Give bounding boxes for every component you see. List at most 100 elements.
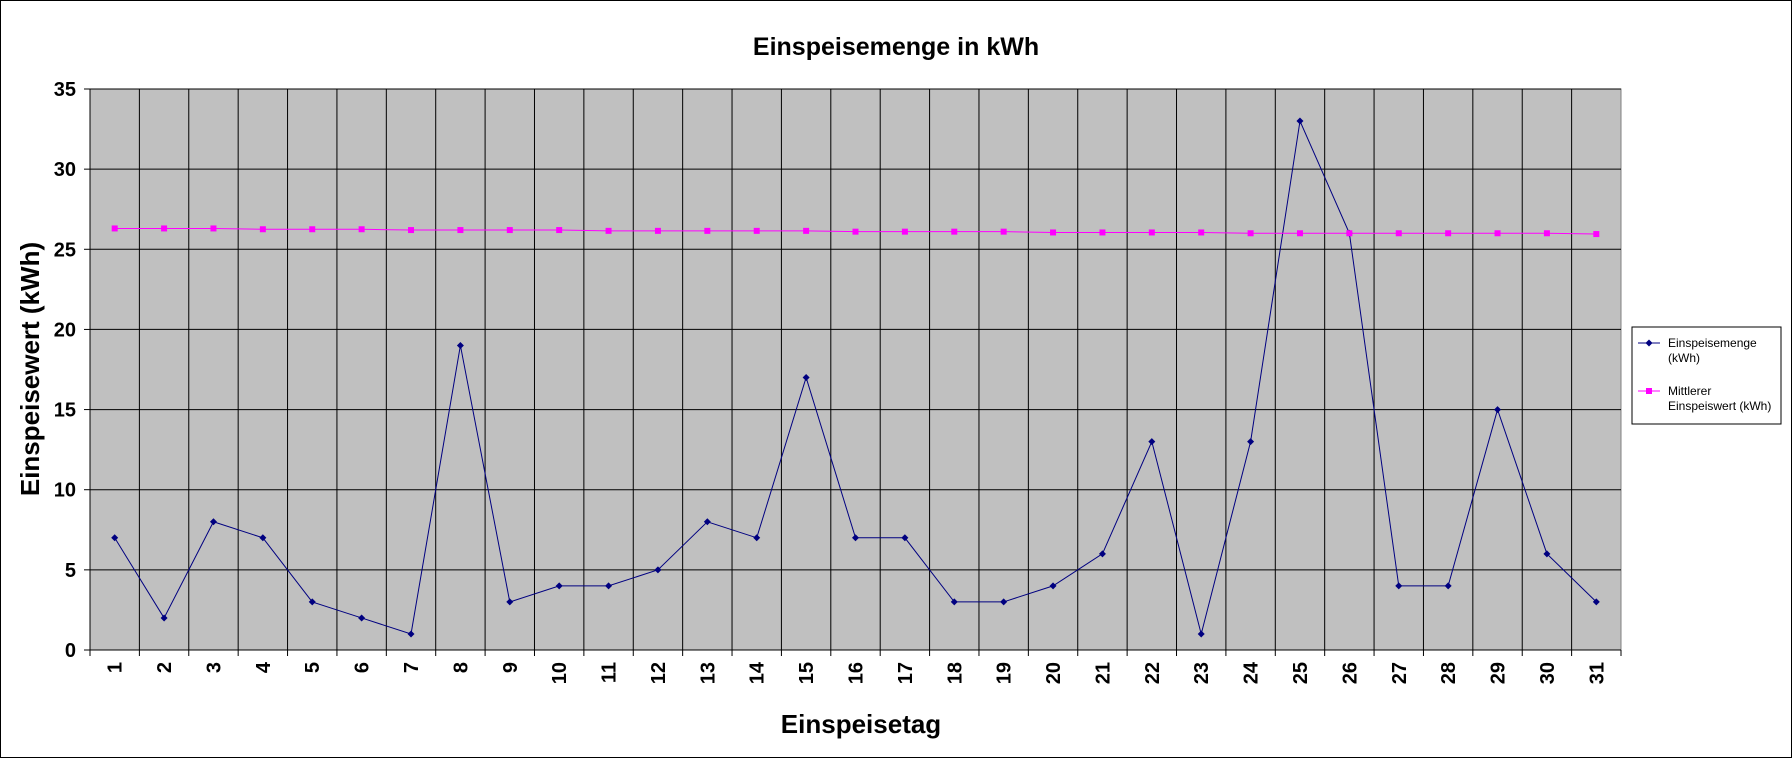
data-point-series-2: [654, 227, 661, 234]
data-point-series-1: [1296, 117, 1304, 125]
y-tick-label: 15: [54, 400, 76, 422]
x-tick-label: 16: [846, 662, 868, 684]
data-point-series-1: [407, 630, 415, 638]
x-tick-label: 8: [450, 662, 472, 673]
data-point-series-1: [209, 518, 217, 526]
data-point-series-1: [654, 566, 662, 574]
y-tick-label: 5: [65, 560, 76, 582]
data-point-series-1: [605, 582, 613, 590]
data-point-series-1: [852, 534, 859, 542]
x-tick-label: 19: [994, 662, 1016, 684]
x-axis-title: Einspeisetag: [781, 709, 941, 739]
data-point-series-2: [1445, 230, 1452, 237]
y-tick-label: 25: [54, 239, 76, 261]
data-point-series-1: [308, 598, 316, 606]
chart-title: Einspeisemenge in kWh: [753, 33, 1039, 61]
x-tick-label: 2: [154, 662, 176, 673]
data-point-series-2: [1050, 229, 1057, 236]
x-tick-label: 3: [203, 662, 225, 673]
x-tick-label: 6: [352, 662, 374, 673]
x-tick-label: 27: [1389, 662, 1411, 684]
legend-marker-1: [1645, 339, 1653, 347]
data-point-series-1: [506, 598, 514, 606]
x-tick-label: 9: [500, 662, 522, 673]
data-point-series-1: [1543, 550, 1551, 558]
data-point-series-2: [951, 228, 958, 235]
x-tick-label: 30: [1537, 662, 1559, 684]
x-tick-label: 4: [253, 661, 275, 673]
x-tick-label: 28: [1438, 662, 1460, 684]
x-tick-label: 15: [796, 662, 818, 684]
x-tick-label: 1: [105, 662, 127, 673]
data-point-series-2: [1099, 229, 1106, 236]
data-point-series-2: [259, 226, 266, 233]
data-point-series-2: [1395, 230, 1402, 237]
plot-area: [89, 88, 1622, 651]
data-point-series-1: [1592, 598, 1600, 606]
data-point-series-2: [1346, 230, 1353, 237]
data-point-series-2: [1543, 230, 1550, 237]
x-tick-label: 21: [1092, 662, 1114, 684]
x-tick-label: 12: [648, 662, 670, 684]
data-point-series-2: [358, 226, 365, 233]
x-tick-label: 10: [549, 662, 571, 684]
data-point-series-2: [704, 227, 711, 234]
x-tick-label: 31: [1586, 662, 1608, 684]
data-point-series-2: [1494, 230, 1501, 237]
data-point-series-1: [950, 598, 958, 606]
data-point-series-2: [1198, 229, 1205, 236]
x-tick-label: 11: [599, 662, 621, 683]
y-tick-label: 10: [54, 480, 76, 502]
data-point-series-2: [457, 227, 464, 234]
data-point-series-1: [1247, 438, 1255, 446]
data-point-series-2: [1247, 230, 1254, 237]
legend-marker-2: [1646, 388, 1652, 394]
legend-label-2: Mittlerer Einspeiswert (kWh): [1668, 384, 1771, 413]
data-point-series-2: [901, 228, 908, 235]
data-point-series-1: [1494, 406, 1502, 414]
data-point-series-2: [605, 227, 612, 234]
x-tick-label: 18: [944, 662, 966, 684]
series-layer: [111, 117, 1600, 638]
x-tick-label: 23: [1191, 662, 1213, 684]
data-point-series-2: [506, 227, 513, 234]
data-point-series-1: [1148, 438, 1156, 446]
x-tick-label: 7: [401, 662, 423, 673]
x-tick-label: 5: [302, 662, 324, 673]
data-point-series-2: [556, 227, 563, 234]
y-tick-label: 0: [65, 640, 76, 662]
data-point-series-1: [555, 582, 563, 590]
data-point-series-2: [1148, 229, 1155, 236]
data-point-series-2: [1000, 228, 1007, 235]
axis-layer: [84, 88, 1622, 656]
data-point-series-2: [309, 226, 316, 233]
grid-layer: [90, 88, 1621, 650]
data-point-series-1: [259, 534, 267, 542]
data-point-series-1: [1444, 582, 1452, 590]
x-tick-label: 17: [895, 662, 917, 684]
x-tick-label: 13: [697, 662, 719, 684]
data-point-series-1: [456, 341, 464, 349]
data-point-series-1: [901, 534, 909, 542]
data-point-series-1: [111, 534, 119, 542]
x-tick-label: 22: [1142, 662, 1164, 684]
x-tick-label: 25: [1290, 662, 1312, 684]
y-tick-label: 30: [54, 159, 76, 181]
data-point-series-2: [1296, 230, 1303, 237]
data-point-series-1: [753, 534, 761, 542]
data-point-series-2: [803, 227, 810, 234]
data-point-series-2: [1593, 231, 1600, 238]
data-point-series-1: [802, 374, 810, 382]
x-tick-label: 26: [1339, 662, 1361, 684]
data-point-series-1: [1098, 550, 1106, 558]
x-tick-label: 20: [1043, 662, 1065, 684]
data-point-series-2: [852, 228, 859, 235]
data-point-series-1: [1197, 630, 1205, 638]
data-point-series-2: [111, 225, 118, 232]
data-point-series-1: [1395, 582, 1403, 590]
data-point-series-2: [161, 225, 168, 232]
legend: Einspeisemenge (kWh) Mittlerer Einspeiswert…: [1631, 326, 1782, 425]
